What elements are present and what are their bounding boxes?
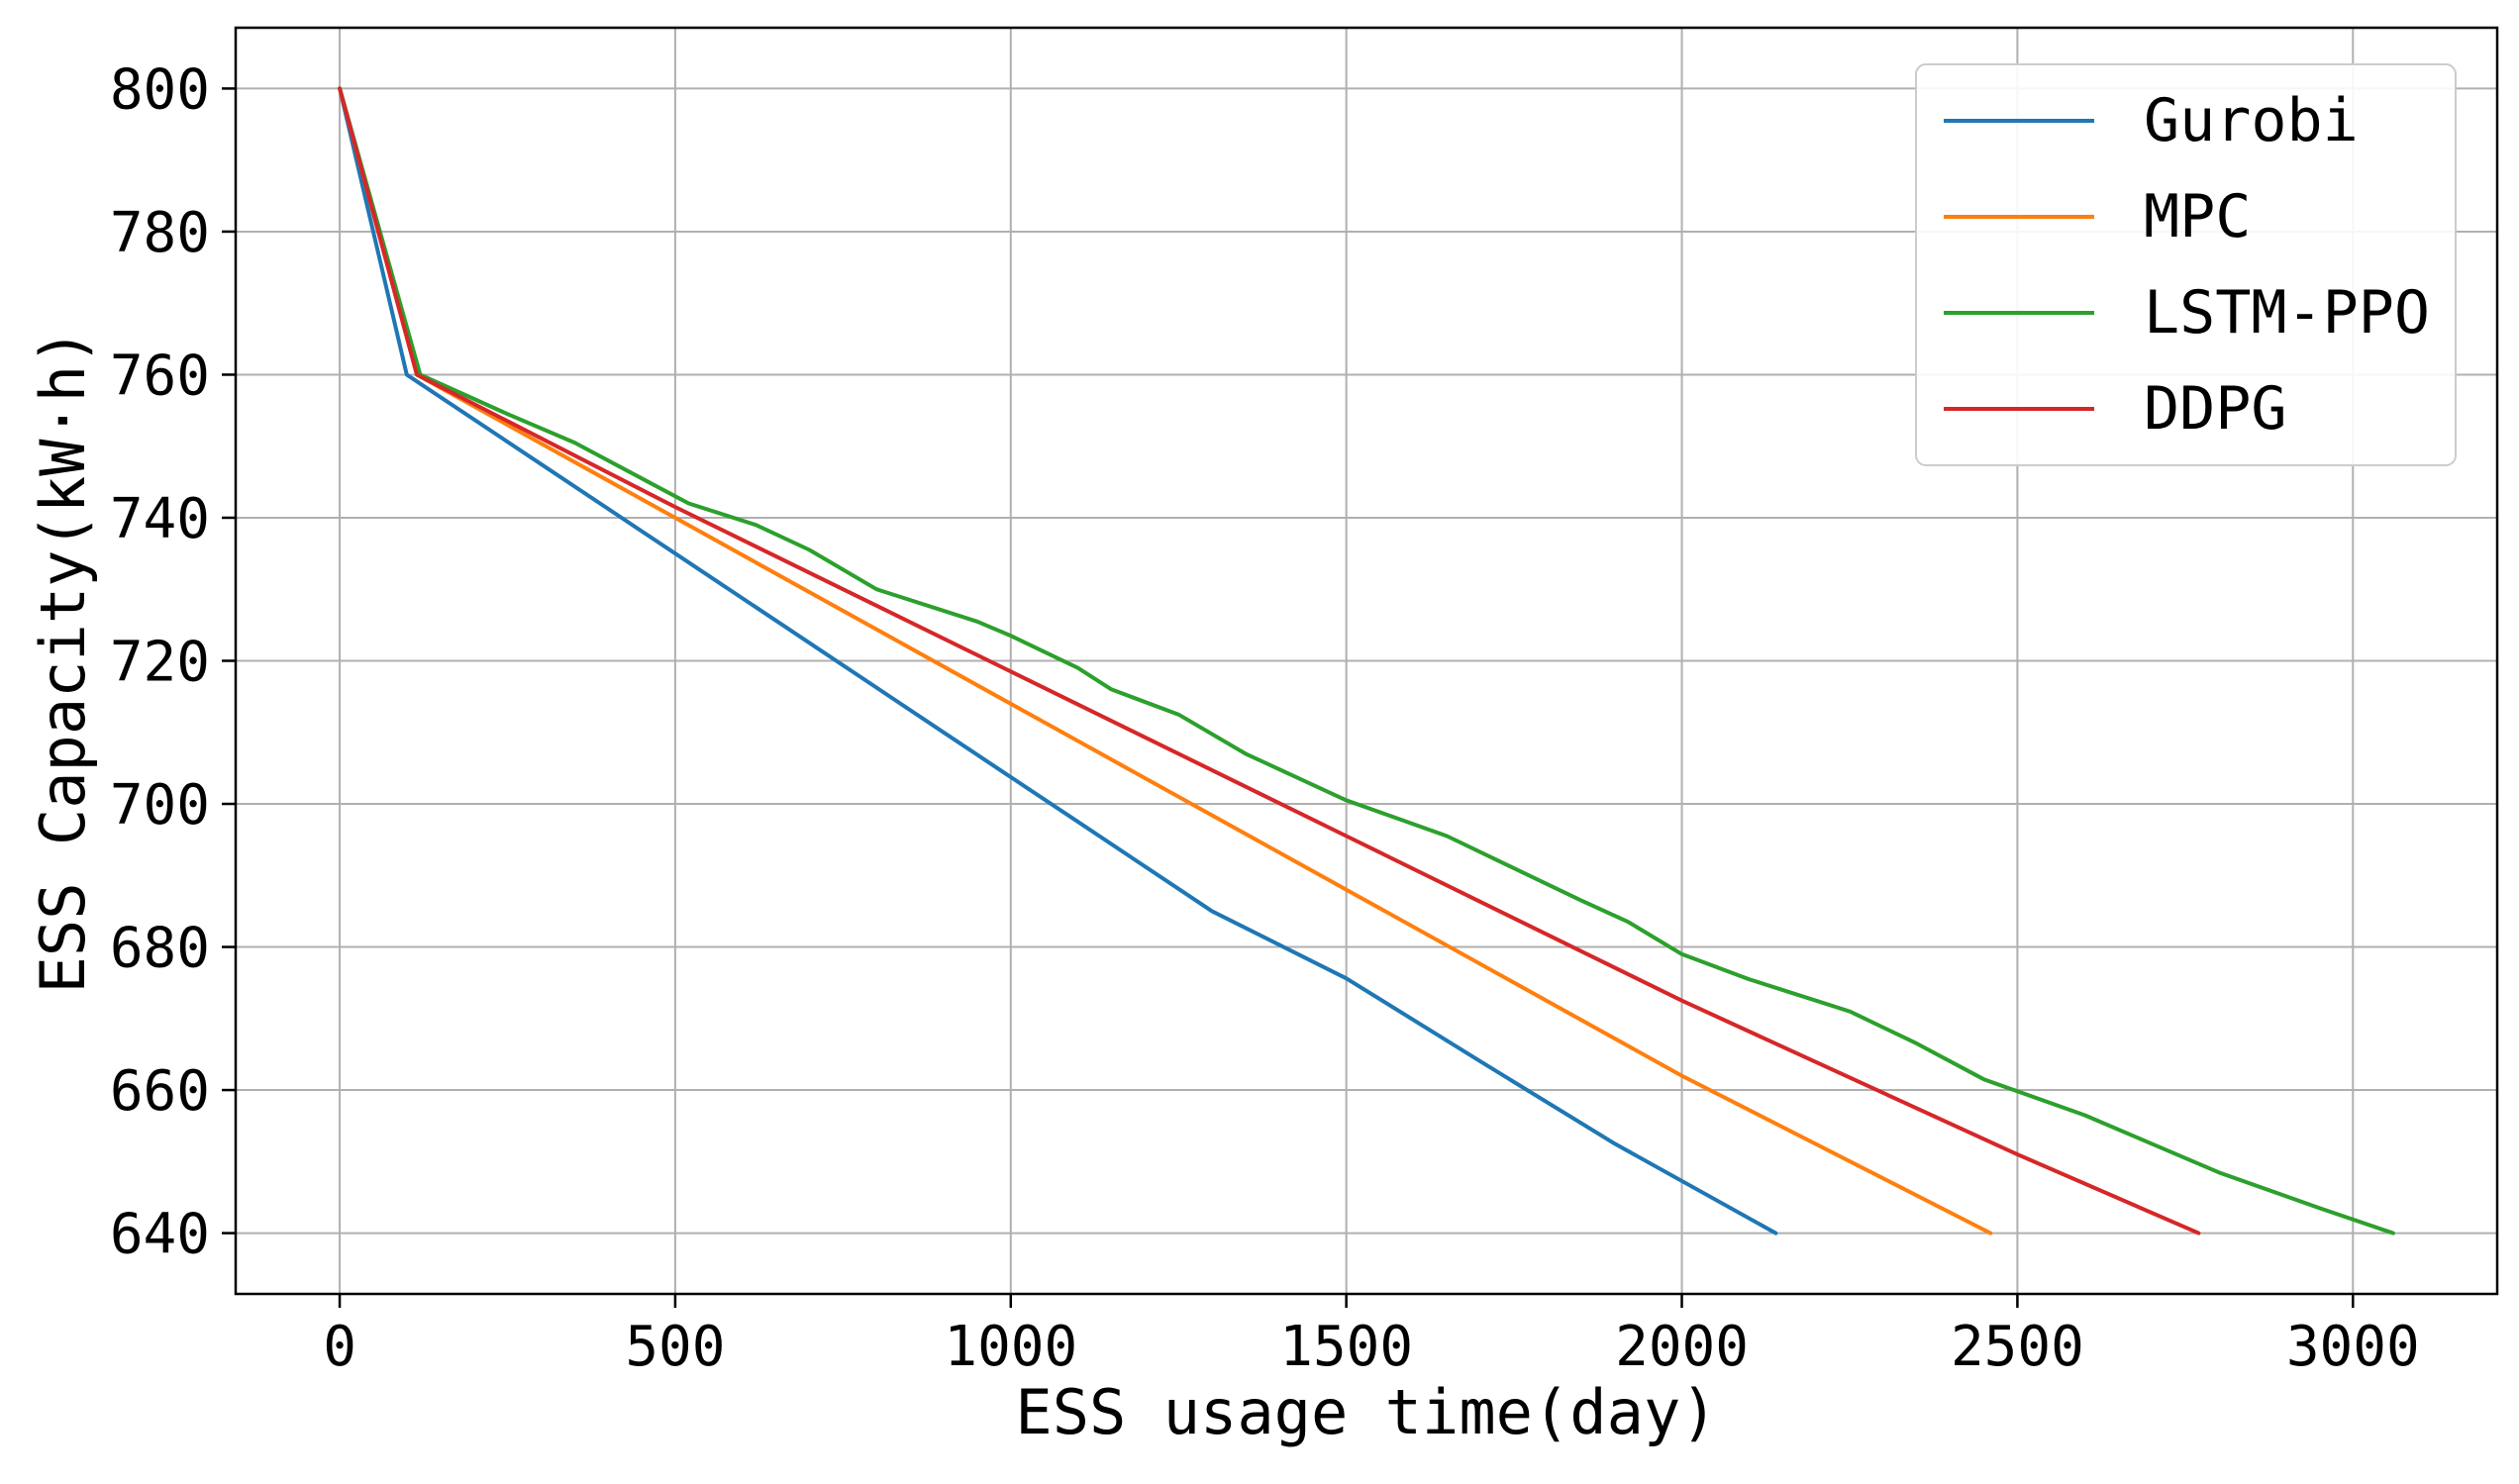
y-tick-label: 700: [110, 773, 210, 838]
legend-label-gurobi: Gurobi: [2144, 86, 2359, 155]
series-line-ddpg: [338, 86, 2201, 1236]
axis-ticks: 0 500 1000 1500 2000 2500 3000 640 660 680 700 720 7…: [110, 57, 2420, 1379]
y-tick-label: 780: [110, 201, 210, 265]
legend: Gurobi MPC LSTM-PPO DDPG: [1915, 63, 2457, 466]
grid: [236, 28, 2497, 1294]
series-lines: [338, 86, 2395, 1236]
legend-label-ddpg: DDPG: [2144, 374, 2287, 444]
y-axis-label: ESS Capacity(kW·h): [27, 329, 99, 994]
x-tick-label: 1500: [1279, 1315, 1413, 1379]
y-tick-label: 720: [110, 631, 210, 695]
x-tick-label: 3000: [2286, 1315, 2420, 1379]
x-tick-label: 2500: [1951, 1315, 2084, 1379]
y-tick-label: 680: [110, 917, 210, 981]
x-tick-label: 2000: [1615, 1315, 1749, 1379]
y-tick-label: 800: [110, 57, 210, 122]
x-tick-label: 500: [625, 1315, 725, 1379]
legend-box: [1915, 63, 2457, 466]
legend-label-lstm-ppo: LSTM-PPO: [2144, 278, 2430, 347]
legend-label-mpc: MPC: [2144, 182, 2251, 251]
y-tick-label: 760: [110, 344, 210, 408]
series-line-lstm-ppo: [338, 86, 2395, 1236]
x-tick-label: 1000: [944, 1315, 1077, 1379]
x-axis-label: ESS usage time(day): [1015, 1376, 1717, 1448]
y-tick-label: 740: [110, 487, 210, 551]
y-tick-label: 660: [110, 1059, 210, 1124]
y-tick-label: 640: [110, 1203, 210, 1267]
x-tick-label: 0: [323, 1315, 356, 1379]
series-line-gurobi: [338, 86, 1778, 1236]
